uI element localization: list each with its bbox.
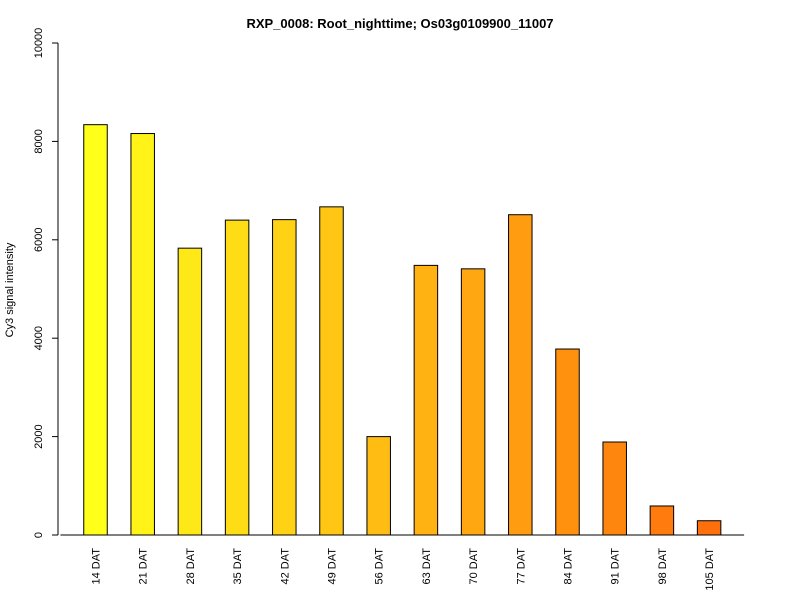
bar — [649, 505, 675, 536]
x-tick-label: 77 DAT — [515, 548, 527, 585]
y-axis: 0 2000 4000 6000 8000 10000 — [33, 28, 59, 538]
bar — [366, 436, 391, 536]
x-tick-label: 105 DAT — [704, 548, 716, 591]
x-tick-labels: 14 DAT 21 DAT 28 DAT 35 DAT 42 DAT 49 DAT 56 D… — [91, 548, 717, 591]
x-tick-label: 63 DAT — [421, 548, 433, 585]
y-tick-label: 4000 — [33, 326, 45, 350]
x-tick-label: 42 DAT — [279, 548, 291, 585]
y-tick-label: 0 — [33, 532, 45, 538]
bar — [555, 348, 580, 536]
y-axis-label: Cy3 signal intensity — [4, 242, 16, 337]
bar — [224, 219, 250, 536]
bars-group — [83, 124, 722, 536]
bar — [602, 441, 627, 536]
chart-title: RXP_0008: Root_nighttime; Os03g0109900_1… — [246, 16, 553, 31]
x-tick-label: 49 DAT — [327, 548, 339, 585]
bar — [83, 124, 108, 536]
x-tick-label: 14 DAT — [91, 548, 103, 585]
y-tick-label: 2000 — [33, 424, 45, 448]
bar — [130, 133, 155, 536]
x-tick-label: 84 DAT — [563, 548, 575, 585]
y-tick-label: 10000 — [33, 28, 45, 59]
bar — [177, 247, 203, 536]
x-tick-label: 98 DAT — [657, 548, 669, 585]
bar — [319, 206, 344, 536]
x-tick-label: 70 DAT — [468, 548, 480, 585]
x-tick-label: 56 DAT — [374, 548, 386, 585]
y-tick-label: 8000 — [33, 129, 45, 153]
x-tick-label: 28 DAT — [185, 548, 197, 585]
x-tick-label: 35 DAT — [232, 548, 244, 585]
x-tick-label: 91 DAT — [610, 548, 622, 585]
bar — [460, 268, 486, 536]
bar — [413, 264, 439, 536]
y-tick-label: 6000 — [33, 228, 45, 252]
bar — [272, 219, 297, 536]
bar — [508, 214, 533, 536]
bar — [696, 520, 722, 536]
x-tick-label: 21 DAT — [138, 548, 150, 585]
